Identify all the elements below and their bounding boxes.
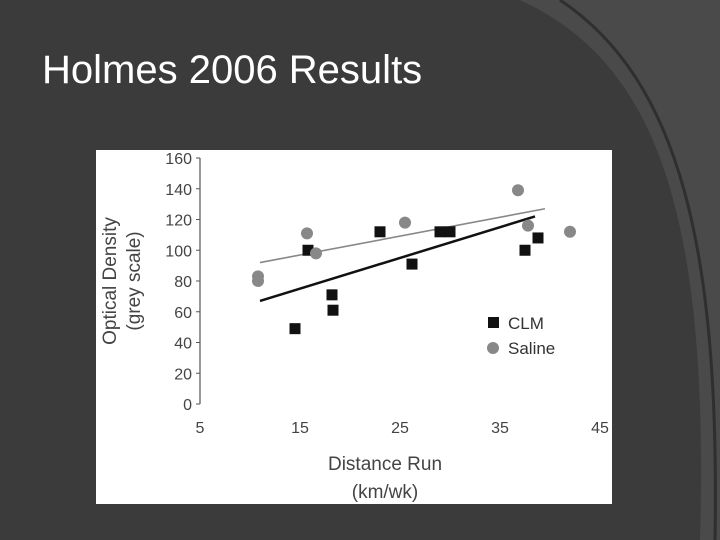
data-point-saline: [310, 247, 322, 260]
data-point-saline: [399, 216, 411, 229]
y-axis-title-line1: Optical Density: [100, 217, 121, 345]
scatter-chart: 0 20 40 60 80 100 120 140 160 5 15 25 35 45 Optical …: [100, 151, 609, 503]
data-point-saline: [564, 225, 576, 238]
y-tick-label: 20: [174, 366, 192, 383]
chart-panel: 0 20 40 60 80 100 120 140 160 5 15 25 35 45 Optical …: [96, 150, 612, 504]
legend-label-saline: Saline: [508, 339, 555, 358]
y-tick-label: 100: [165, 243, 192, 260]
x-tick-label: 35: [491, 420, 509, 437]
data-point-clm: [302, 244, 314, 256]
data-point-clm: [374, 226, 386, 238]
data-point-clm: [327, 304, 339, 316]
data-point-saline: [512, 184, 524, 197]
y-tick-labels: 0 20 40 60 80 100 120 140 160: [165, 151, 200, 414]
x-tick-label: 45: [591, 420, 609, 437]
x-axis-title-line1: Distance Run: [328, 454, 442, 475]
trend-line-clm: [259, 215, 536, 303]
data-point-clm: [406, 258, 418, 270]
x-axis-title-line2: (km/wk): [352, 482, 418, 503]
x-tick-labels: 5 15 25 35 45: [196, 420, 609, 437]
data-point-clm: [326, 289, 338, 301]
data-point-clm: [519, 244, 531, 256]
y-tick-label: 140: [165, 182, 192, 199]
y-axis-title-line2: (grey scale): [124, 231, 145, 330]
legend-label-clm: CLM: [508, 314, 544, 333]
x-tick-label: 25: [391, 420, 409, 437]
y-tick-label: 60: [174, 305, 192, 322]
legend-marker-saline: [487, 342, 499, 354]
y-tick-label: 40: [174, 336, 192, 353]
data-point-clm: [289, 323, 301, 335]
data-points: [252, 184, 576, 335]
y-tick-label: 160: [165, 151, 192, 168]
legend-marker-clm: [488, 317, 499, 328]
x-tick-label: 15: [291, 420, 309, 437]
data-point-clm: [444, 226, 456, 238]
data-point-clm: [532, 232, 544, 244]
x-tick-label: 5: [196, 420, 205, 437]
data-point-clm: [434, 226, 446, 238]
legend: CLM Saline: [487, 314, 555, 358]
data-point-saline: [301, 227, 313, 240]
y-tick-label: 80: [174, 274, 192, 291]
slide-title: Holmes 2006 Results: [42, 48, 423, 92]
data-point-saline: [522, 219, 534, 232]
y-tick-label: 120: [165, 213, 192, 230]
data-point-saline: [252, 275, 264, 287]
y-tick-label: 0: [183, 397, 192, 414]
